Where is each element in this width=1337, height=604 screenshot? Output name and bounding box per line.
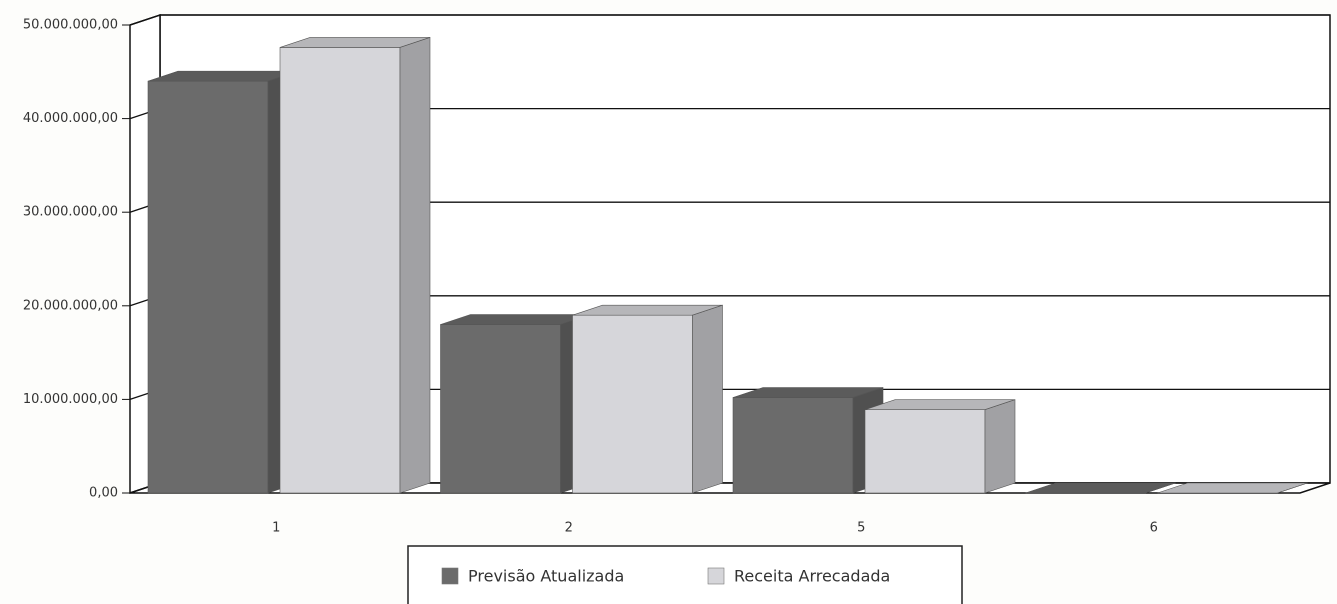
bar <box>572 314 693 494</box>
legend-label: Previsão Atualizada <box>468 567 624 586</box>
y-tick-label: 10.000.000,00 <box>23 392 118 407</box>
bar <box>147 80 269 494</box>
bar-side <box>1277 482 1308 494</box>
legend-swatch <box>707 567 725 585</box>
x-tick-label: 5 <box>857 521 865 536</box>
y-tick-label: 30.000.000,00 <box>23 205 118 220</box>
bar <box>864 409 986 494</box>
bar <box>279 47 401 494</box>
x-tick-label: 1 <box>272 521 280 536</box>
y-tick-label: 0,00 <box>89 486 118 501</box>
bar <box>732 397 854 494</box>
bar-side <box>1145 482 1176 494</box>
legend-label: Receita Arrecadada <box>734 567 890 586</box>
y-tick-label: 50.000.000,00 <box>23 18 118 33</box>
bar-side <box>984 399 1016 494</box>
bar-side <box>399 37 431 494</box>
bar <box>440 324 561 494</box>
y-tick-label: 20.000.000,00 <box>23 298 118 313</box>
legend-swatch <box>441 567 459 585</box>
y-tick-label: 40.000.000,00 <box>23 111 118 126</box>
legend-box <box>407 545 963 604</box>
x-tick-label: 2 <box>565 521 573 536</box>
bar-side <box>692 304 723 494</box>
grid-line <box>129 14 1330 26</box>
x-tick-label: 6 <box>1150 521 1158 536</box>
